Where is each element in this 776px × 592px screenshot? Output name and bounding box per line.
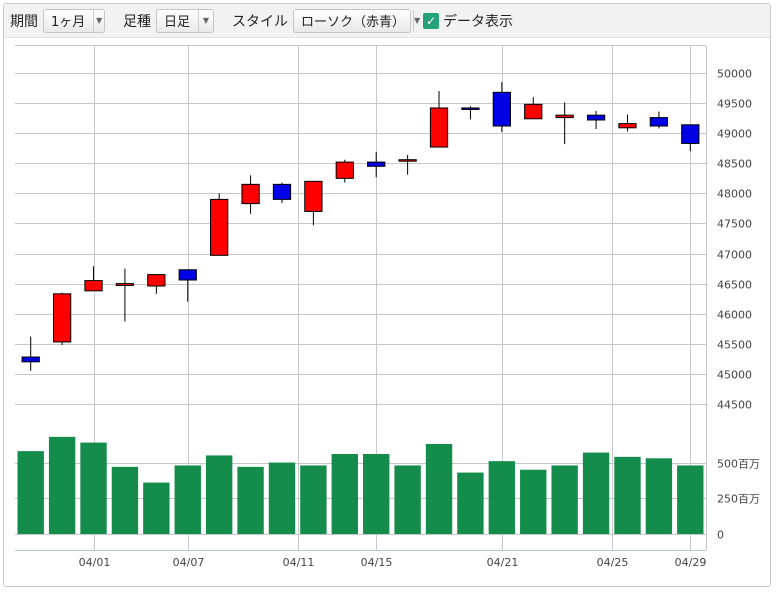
- candle-body[interactable]: [429, 107, 449, 148]
- volume-bar: [520, 469, 547, 534]
- candle-body[interactable]: [115, 283, 135, 286]
- candle-body[interactable]: [681, 124, 700, 144]
- volume-bar: [17, 451, 44, 534]
- volume-tick-label: 500百万: [717, 458, 760, 471]
- candle-body[interactable]: [21, 356, 40, 363]
- volume-bar: [614, 456, 641, 534]
- date-tick-label: 04/11: [283, 556, 315, 569]
- price-tick-label: 44500: [717, 399, 752, 412]
- candle-body[interactable]: [461, 107, 480, 110]
- price-tick-label: 45500: [717, 339, 752, 352]
- candle-body[interactable]: [335, 161, 354, 179]
- chevron-down-icon: ▼: [198, 9, 213, 32]
- candle-body[interactable]: [52, 293, 72, 343]
- price-tick-label: 45000: [717, 369, 752, 382]
- price-tick-label: 49000: [717, 128, 752, 141]
- volume-bars: [17, 436, 704, 534]
- volume-bar: [48, 436, 76, 534]
- candle-body[interactable]: [618, 123, 637, 129]
- candle-body[interactable]: [147, 274, 166, 287]
- chevron-down-icon: ▼: [413, 9, 420, 32]
- volume-bar: [111, 466, 139, 534]
- volume-tick-label: 0: [717, 529, 724, 542]
- style-label: スタイル: [232, 13, 288, 30]
- toolbar: 期間 1ヶ月 ▼ 足種 日足 ▼ スタイル ローソク（赤青） ▼ ✓ データ表示: [4, 4, 770, 38]
- candle-body[interactable]: [304, 180, 323, 212]
- volume-bar: [143, 482, 170, 534]
- date-tick-label: 04/15: [361, 556, 393, 569]
- chevron-down-icon: ▼: [93, 9, 104, 32]
- candle-body[interactable]: [492, 91, 511, 127]
- style-select-value: ローソク（赤青）: [301, 15, 406, 30]
- date-tick-label: 04/25: [597, 556, 629, 569]
- volume-bar: [582, 452, 610, 534]
- volume-bar: [331, 454, 358, 534]
- candle-body[interactable]: [586, 114, 606, 121]
- volume-bar: [677, 465, 704, 534]
- price-tick-label: 49500: [717, 98, 752, 111]
- price-tick-label: 47000: [717, 249, 752, 262]
- candle-body[interactable]: [649, 117, 669, 127]
- date-tick-label: 04/29: [675, 556, 707, 569]
- period-label: 期間: [10, 13, 38, 30]
- volume-bar: [645, 458, 673, 534]
- volume-bar: [300, 465, 327, 534]
- candle-body[interactable]: [398, 159, 417, 162]
- volume-bar: [205, 455, 233, 534]
- period-select[interactable]: 1ヶ月 ▼: [43, 8, 105, 33]
- date-tick-label: 04/07: [173, 556, 205, 569]
- candle-body[interactable]: [272, 183, 292, 200]
- interval-select[interactable]: 日足 ▼: [156, 8, 214, 33]
- price-tick-label: 46000: [717, 309, 752, 322]
- volume-tick-label: 250百万: [717, 493, 760, 506]
- period-select-value: 1ヶ月: [51, 15, 86, 30]
- volume-bar: [363, 454, 390, 534]
- price-tick-label: 48000: [717, 188, 752, 201]
- candle-body[interactable]: [555, 114, 574, 119]
- price-tick-label: 50000: [717, 68, 752, 81]
- price-tick-label: 48500: [717, 158, 752, 171]
- interval-label: 足種: [123, 13, 151, 30]
- interval-select-value: 日足: [164, 15, 191, 30]
- volume-bar: [174, 465, 201, 534]
- show-data-checkbox[interactable]: ✓: [423, 12, 439, 29]
- date-tick-label: 04/01: [79, 556, 111, 569]
- candle-body[interactable]: [210, 198, 229, 256]
- volume-bar: [488, 461, 516, 534]
- price-tick-label: 46500: [717, 279, 752, 292]
- checkmark-icon: ✓: [425, 13, 437, 28]
- candle-body[interactable]: [84, 280, 103, 292]
- volume-bar: [394, 465, 421, 534]
- volume-bar: [425, 444, 453, 534]
- volume-bar: [80, 442, 107, 534]
- price-tick-label: 47500: [717, 218, 752, 231]
- candle-body[interactable]: [524, 103, 543, 120]
- volume-bar: [237, 466, 264, 534]
- show-data-label[interactable]: データ表示: [443, 13, 513, 30]
- date-tick-label: 04/21: [487, 556, 519, 569]
- candle-body[interactable]: [241, 183, 260, 205]
- volume-bar: [268, 462, 296, 534]
- volume-bar: [551, 465, 578, 534]
- style-select[interactable]: ローソク（赤青） ▼: [293, 8, 420, 33]
- candle-body[interactable]: [178, 269, 197, 281]
- candles: [21, 82, 700, 371]
- candle-body[interactable]: [367, 161, 386, 167]
- volume-bar: [457, 472, 484, 534]
- axis-labels: 50000 49500 49000 48500 48000 47500 47000 46500…: [79, 68, 760, 570]
